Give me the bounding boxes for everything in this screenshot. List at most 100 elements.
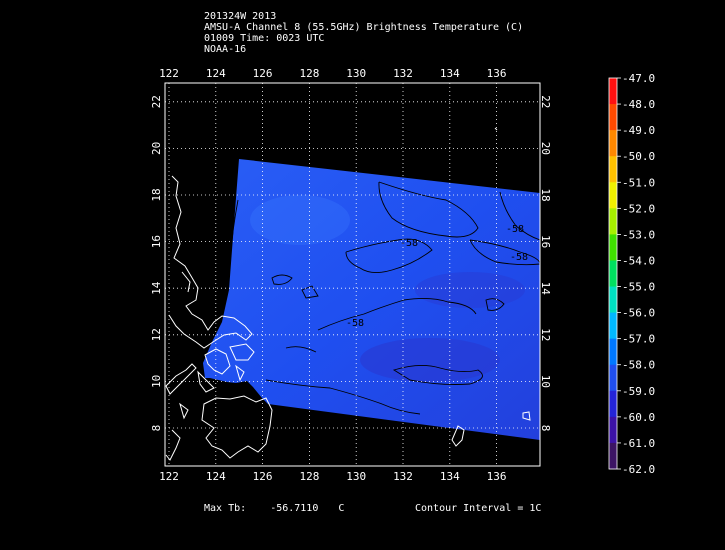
contour-label: -58 [346, 318, 364, 329]
colorbar-segment [609, 442, 617, 470]
lat-tick-label: 16 [150, 235, 163, 248]
lon-tick-label: 134 [440, 67, 460, 80]
coastlines [165, 127, 531, 461]
contour-line [392, 365, 483, 385]
contour-line [378, 181, 479, 238]
colorbar-label: -52.0 [622, 202, 655, 215]
max-tb-unit: C [338, 503, 345, 514]
lon-tick-label: 136 [487, 470, 507, 483]
contour-line [485, 298, 505, 311]
colorbar-label: -58.0 [622, 359, 655, 372]
swath-shade [415, 272, 525, 308]
colorbar-label: -54.0 [622, 254, 655, 267]
coastline-islet [494, 127, 498, 131]
colorbar-segment [609, 208, 617, 235]
swath-shade [360, 338, 500, 382]
lon-tick-label: 126 [253, 470, 273, 483]
lon-tick-label: 130 [346, 67, 366, 80]
contour-line [499, 191, 540, 241]
contour-label: -58 [506, 224, 524, 235]
colorbar-label: -60.0 [622, 411, 655, 424]
colorbar-segment [609, 286, 617, 314]
lat-tick-label: 10 [150, 375, 163, 388]
colorbar-segment [609, 182, 617, 209]
header-line: 201324W 2013 [204, 11, 277, 22]
swath-shade [250, 195, 350, 245]
lat-tick-label: 8 [150, 425, 163, 432]
colorbar-segment [609, 130, 617, 157]
colorbar-segment [609, 364, 617, 392]
map-frame [164, 82, 541, 467]
lon-tick-label: 130 [346, 470, 366, 483]
header-line: NOAA-16 [204, 44, 247, 55]
colorbar-segment [609, 260, 617, 288]
colorbar-frame [608, 77, 618, 470]
colorbar-label: -49.0 [622, 124, 655, 137]
lon-tick-label: 128 [299, 470, 319, 483]
contour-line [265, 379, 421, 415]
colorbar-segment [609, 416, 617, 444]
coastline-mindanao [165, 429, 181, 461]
contours [229, 181, 540, 415]
lat-tick-label: 8 [539, 425, 552, 432]
colorbar-segment [609, 312, 617, 340]
lon-tick-label: 122 [159, 67, 179, 80]
header: 201324W 2013 AMSU-A Channel 8 (55.5GHz) … [204, 11, 523, 55]
coastline-luzon [168, 175, 253, 349]
colorbar-label: -61.0 [622, 437, 655, 450]
colorbar-label: -53.0 [622, 228, 655, 241]
contour-line [271, 274, 293, 285]
graticule [165, 83, 540, 466]
header-line: 01009 Time: 0023 UTC [204, 33, 325, 44]
colorbar-label: -50.0 [622, 150, 655, 163]
colorbar-segment [609, 390, 617, 418]
lat-tick-label: 22 [150, 95, 163, 108]
colorbar [608, 77, 621, 470]
lat-tick-label: 10 [539, 375, 552, 388]
contour-label: -58 [400, 238, 418, 249]
coastline-islet [522, 411, 531, 421]
coastline-visayas [197, 370, 215, 393]
lon-tick-label: 128 [299, 67, 319, 80]
lon-tick-label: 132 [393, 67, 413, 80]
lat-tick-label: 20 [539, 142, 552, 155]
lat-tick-label: 12 [150, 328, 163, 341]
lat-tick-label: 22 [539, 95, 552, 108]
coastline-mindanao [179, 402, 189, 420]
lon-tick-label: 132 [393, 470, 413, 483]
max-tb: Max Tb: -56.7110 C [204, 503, 348, 514]
max-tb-value: -56.7110 [270, 503, 319, 514]
colorbar-label: -57.0 [622, 333, 655, 346]
lat-tick-label: 20 [150, 142, 163, 155]
coastline-visayas [235, 364, 245, 382]
lon-tick-label: 126 [253, 67, 273, 80]
colorbar-label: -56.0 [622, 307, 655, 320]
contour-line [229, 199, 239, 263]
coastline-palau [451, 425, 465, 447]
max-tb-label: Max Tb: [204, 503, 247, 514]
lat-tick-label: 18 [539, 188, 552, 201]
lat-tick-label: 14 [150, 281, 163, 295]
coastline-mindanao [201, 395, 273, 459]
lat-tick-label: 12 [539, 328, 552, 341]
colorbar-label: -51.0 [622, 176, 655, 189]
lat-tick-label: 18 [150, 188, 163, 201]
contour-line [469, 239, 540, 266]
coastline-visayas [229, 343, 255, 361]
colorbar-segment [609, 78, 617, 105]
colorbar-label: -55.0 [622, 281, 655, 294]
lon-tick-label: 124 [206, 470, 226, 483]
contour-interval: Contour Interval = 1C [415, 503, 542, 514]
header-line: AMSU-A Channel 8 (55.5GHz) Brightness Te… [204, 22, 524, 33]
lon-tick-label: 136 [487, 67, 507, 80]
colorbar-segment [609, 338, 617, 366]
contour-labels: -58 -58 -58 -58 [346, 224, 528, 329]
contour-label: -58 [510, 252, 528, 263]
colorbar-label: -59.0 [622, 385, 655, 398]
lat-tick-label: 14 [539, 282, 552, 296]
contour-line [317, 297, 477, 331]
coastline-palawan [165, 363, 197, 395]
colorbar-label: -47.0 [622, 72, 655, 85]
lat-tick-label: 16 [539, 235, 552, 248]
